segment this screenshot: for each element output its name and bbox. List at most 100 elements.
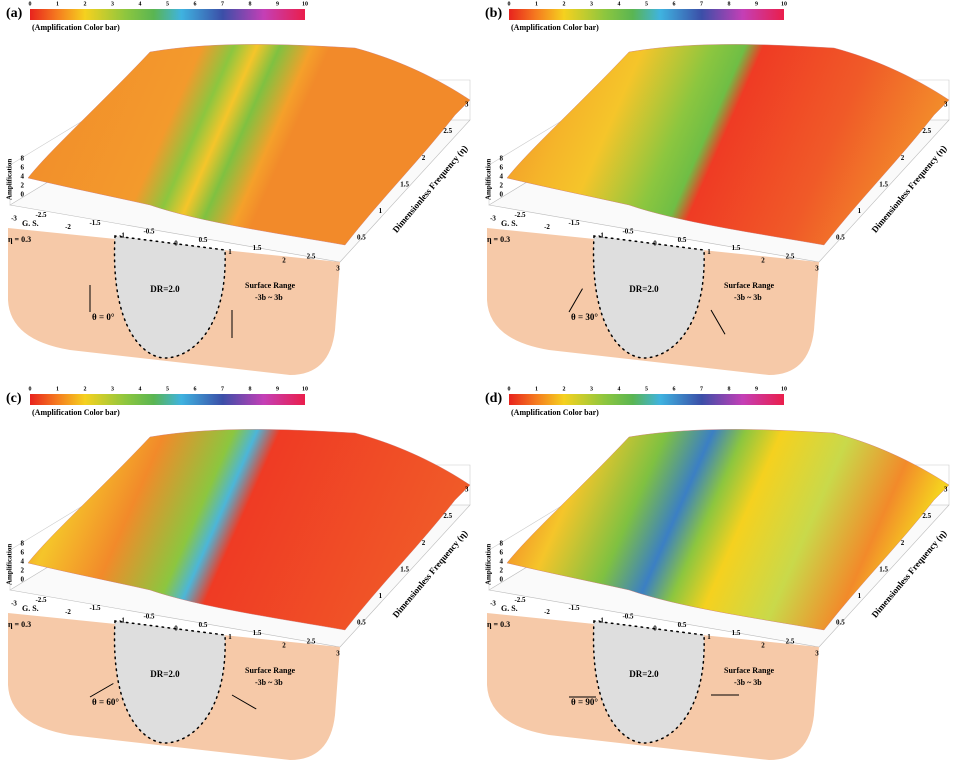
x-tick: -2 <box>65 608 71 616</box>
colorbar-tick: 4 <box>139 386 142 392</box>
x-tick: -1 <box>598 616 604 624</box>
y-tick: 0.5 <box>357 619 366 627</box>
colorbar-tick: 10 <box>781 1 787 7</box>
colorbar-tick: 8 <box>249 386 252 392</box>
y-tick: 3 <box>944 101 948 109</box>
z-tick: 2 <box>500 182 504 190</box>
colorbar-tick: 2 <box>563 386 566 392</box>
z-tick: 0 <box>21 191 25 199</box>
panel: (c)012345678910(Amplification Color bar)… <box>6 386 470 760</box>
x-tick: -1.5 <box>568 219 580 227</box>
z-tick: 4 <box>21 558 25 566</box>
z-tick: 0 <box>500 576 504 584</box>
ground-surface: G. S. <box>22 604 39 613</box>
y-tick: 2 <box>422 154 426 162</box>
x-tick: -2.5 <box>35 211 47 219</box>
z-label: Amplification <box>6 544 14 585</box>
x-tick: -3 <box>11 600 17 608</box>
z-tick: 4 <box>500 558 504 566</box>
y-tick: 2.5 <box>922 512 931 520</box>
colorbar <box>509 394 784 405</box>
y-tick: 1.5 <box>879 180 888 188</box>
colorbar-tick: 2 <box>563 1 566 7</box>
colorbar-tick: 7 <box>221 1 224 7</box>
y-tick: 3 <box>944 486 948 494</box>
colorbar-tick: 6 <box>673 1 676 7</box>
range-label: Surface Range <box>245 281 295 290</box>
x-tick: -1.5 <box>568 604 580 612</box>
x-tick: 2.5 <box>307 252 316 260</box>
colorbar-title: (Amplification Color bar) <box>32 23 120 32</box>
colorbar <box>30 9 305 20</box>
y-tick: 3 <box>465 486 469 494</box>
depth-ratio: DR=2.0 <box>150 669 180 679</box>
x-tick: 3 <box>815 265 819 273</box>
y-tick: 0.5 <box>836 619 845 627</box>
colorbar-tick: 5 <box>166 1 169 7</box>
y-tick: 0.5 <box>836 234 845 242</box>
z-tick: 0 <box>500 191 504 199</box>
x-tick: 0 <box>653 625 657 633</box>
x-tick: -1.5 <box>89 219 101 227</box>
x-tick: -0.5 <box>143 227 155 235</box>
x-tick: 2.5 <box>786 637 795 645</box>
z-tick: 8 <box>21 155 25 163</box>
range-value: -3b ~ 3b <box>255 293 283 302</box>
colorbar-title: (Amplification Color bar) <box>511 408 599 417</box>
y-tick: 1.5 <box>879 565 888 573</box>
colorbar <box>509 9 784 20</box>
x-tick: -1 <box>598 231 604 239</box>
incidence-angle: θ = 0° <box>92 312 115 322</box>
z-tick: 2 <box>500 567 504 575</box>
incidence-angle: θ = 30° <box>571 312 598 322</box>
x-tick: 2.5 <box>786 252 795 260</box>
y-tick: 2 <box>422 539 426 547</box>
x-tick: 1 <box>228 248 232 256</box>
colorbar-tick: 4 <box>618 386 621 392</box>
z-tick: 4 <box>21 173 25 181</box>
eta-label: η = 0.3 <box>8 235 31 244</box>
x-tick: -1 <box>119 231 125 239</box>
colorbar-tick: 2 <box>84 386 87 392</box>
colorbar <box>30 394 305 405</box>
x-tick: 2 <box>761 256 765 264</box>
z-tick: 8 <box>21 540 25 548</box>
x-tick: 3 <box>336 650 340 658</box>
colorbar-tick: 9 <box>276 386 279 392</box>
panel-label: (d) <box>485 391 502 406</box>
z-tick: 6 <box>500 549 504 557</box>
x-tick: 1 <box>707 633 711 641</box>
y-tick: 1.5 <box>400 565 409 573</box>
x-tick: 0 <box>174 240 178 248</box>
x-tick: 1 <box>228 633 232 641</box>
y-tick: 1 <box>379 207 383 215</box>
x-tick: 0.5 <box>678 621 687 629</box>
y-tick: 2.5 <box>922 127 931 135</box>
x-tick: -2.5 <box>514 596 526 604</box>
x-tick: 1.5 <box>253 244 262 252</box>
x-tick: -2.5 <box>35 596 47 604</box>
x-tick: 2 <box>282 256 286 264</box>
colorbar-tick: 8 <box>249 1 252 7</box>
colorbar-tick: 1 <box>56 1 59 7</box>
ground-surface: G. S. <box>501 604 518 613</box>
x-tick: 2 <box>282 641 286 649</box>
eta-label: η = 0.3 <box>487 620 510 629</box>
x-tick: -0.5 <box>143 612 155 620</box>
x-tick: -3 <box>490 600 496 608</box>
y-tick: 2 <box>901 154 905 162</box>
y-tick: 1 <box>379 592 383 600</box>
colorbar-tick: 7 <box>700 386 703 392</box>
y-tick: 0.5 <box>357 234 366 242</box>
x-tick: -3 <box>11 215 17 223</box>
colorbar-tick: 0 <box>29 386 32 392</box>
x-tick: 0 <box>653 240 657 248</box>
x-tick: 1 <box>707 248 711 256</box>
panel-label: (a) <box>6 6 23 21</box>
x-tick: -2 <box>65 223 71 231</box>
colorbar-tick: 1 <box>56 386 59 392</box>
y-tick: 1 <box>858 207 862 215</box>
range-value: -3b ~ 3b <box>255 678 283 687</box>
